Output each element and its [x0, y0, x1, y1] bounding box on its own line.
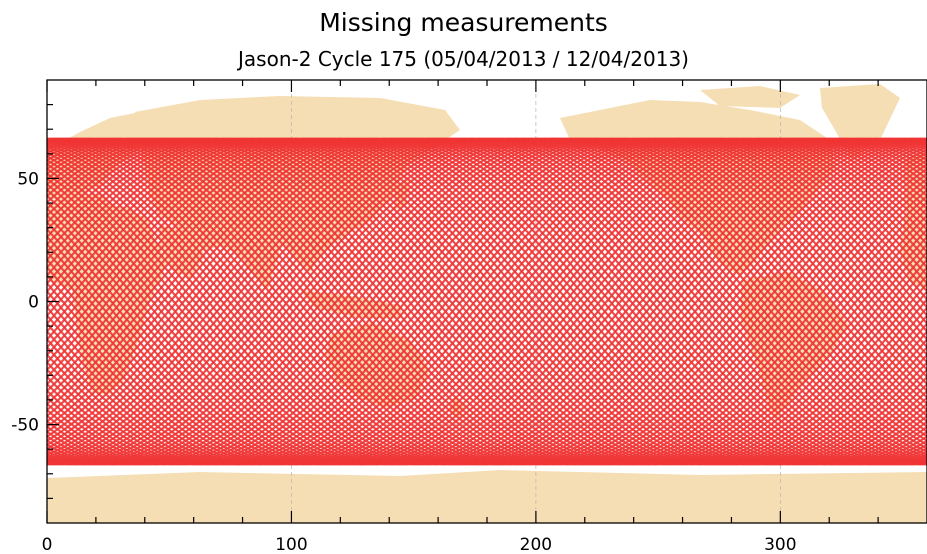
- ground-track: [47, 137, 927, 466]
- ground-track: [47, 137, 927, 466]
- arctic-islands: [700, 86, 800, 108]
- ground-track: [47, 137, 927, 466]
- y-tick-label: 50: [17, 169, 39, 189]
- ground-track: [47, 137, 927, 466]
- ground-track: [47, 137, 927, 466]
- greenland-landmass: [820, 84, 900, 160]
- ground-track: [47, 137, 927, 466]
- x-axis-tick-labels: 0 100 200 300: [42, 535, 797, 554]
- ground-track: [47, 137, 927, 466]
- chart-title: Missing measurements: [319, 8, 608, 37]
- y-tick-label: 0: [28, 293, 39, 313]
- ground-track: [47, 137, 927, 466]
- ground-track: [47, 137, 927, 466]
- ground-track: [47, 137, 927, 466]
- x-tick-label: 200: [520, 535, 552, 554]
- ground-track: [47, 137, 927, 466]
- ground-track: [47, 137, 927, 466]
- ground-track: [47, 137, 927, 466]
- ground-track: [47, 137, 927, 466]
- ground-track: [47, 137, 927, 466]
- ground-track: [47, 137, 927, 466]
- ground-track: [47, 137, 927, 466]
- ground-track: [47, 137, 927, 466]
- ground-track: [47, 137, 927, 466]
- ground-track: [47, 137, 927, 466]
- chart-subtitle: Jason-2 Cycle 175 (05/04/2013 / 12/04/20…: [238, 47, 689, 71]
- ground-track: [47, 137, 927, 466]
- ground-track: [47, 137, 927, 466]
- ground-track: [47, 137, 927, 466]
- axis-ticks: [46, 80, 879, 523]
- ground-track: [47, 137, 927, 466]
- ground-track: [47, 137, 927, 466]
- ground-track: [47, 137, 927, 466]
- ground-track: [47, 137, 927, 466]
- ground-track: [47, 137, 927, 466]
- x-tick-label: 100: [275, 535, 307, 554]
- ground-track: [47, 137, 927, 466]
- ground-track: [47, 137, 927, 466]
- ground-track: [47, 137, 927, 466]
- ground-track: [47, 137, 927, 466]
- ground-track: [47, 137, 927, 466]
- y-tick-label: -50: [11, 416, 39, 436]
- y-axis-tick-labels: 50 0 -50: [11, 169, 39, 435]
- ground-track: [47, 137, 927, 466]
- ground-track: [47, 137, 927, 466]
- ground-track: [47, 137, 927, 466]
- x-tick-label: 0: [42, 535, 53, 554]
- missing-measurement-tracks: [47, 137, 927, 466]
- ground-track: [47, 137, 927, 466]
- x-tick-label: 300: [764, 535, 796, 554]
- ground-track: [47, 137, 927, 466]
- ground-track: [47, 137, 927, 466]
- ground-track: [47, 137, 927, 466]
- ground-track: [47, 137, 927, 466]
- ground-track: [47, 137, 927, 466]
- ground-track: [47, 137, 927, 466]
- antarctica-landmass: [47, 470, 927, 523]
- ground-track: [47, 137, 927, 466]
